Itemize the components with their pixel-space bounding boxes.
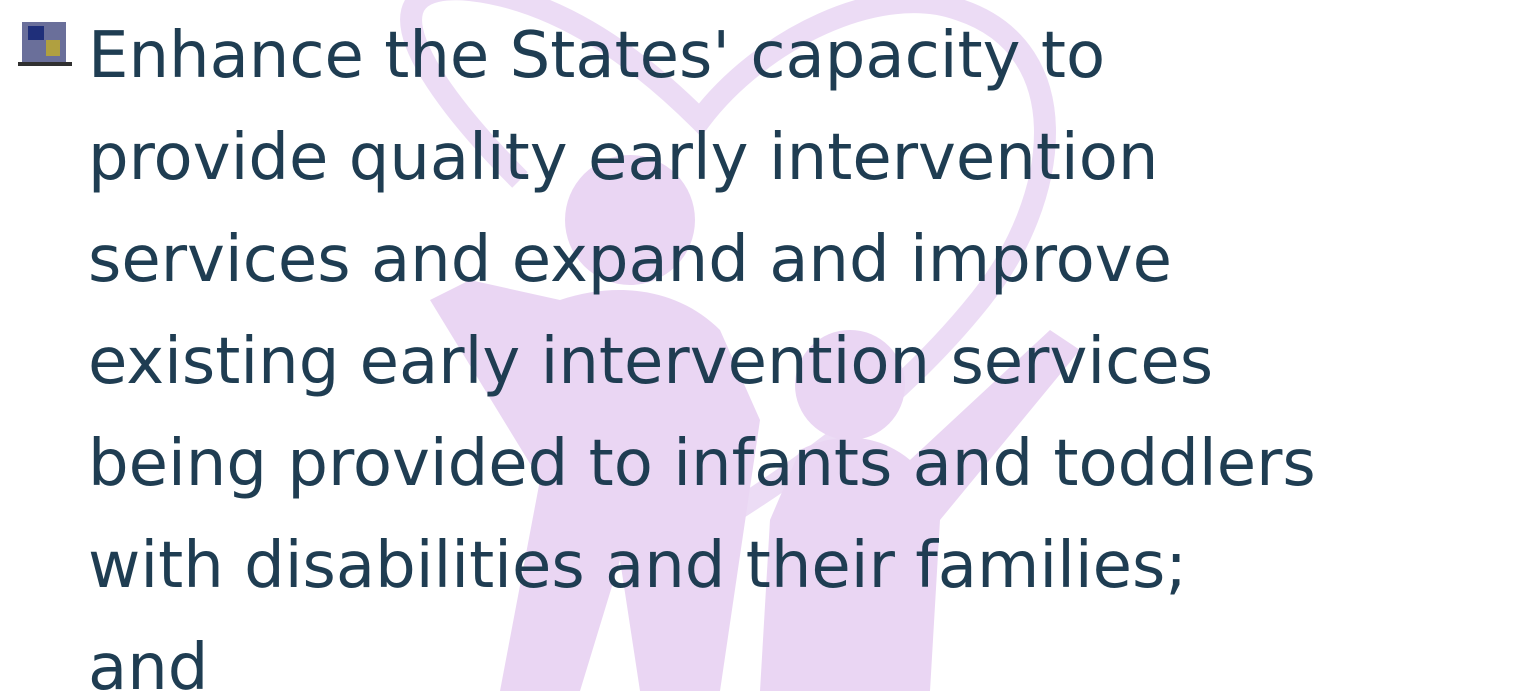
bullet-icon bbox=[18, 22, 72, 66]
text-line: being provided to infants and toddlers bbox=[88, 427, 1316, 501]
icon-square bbox=[46, 40, 60, 56]
text-line: existing early intervention services bbox=[88, 325, 1213, 399]
slide: Enhance the States' capacity to provide q… bbox=[0, 0, 1532, 691]
text-line: with disabilities and their families; bbox=[88, 529, 1187, 603]
text-line: provide quality early intervention bbox=[88, 121, 1158, 195]
page: Enhance the States' capacity to provide q… bbox=[0, 0, 1532, 691]
text-line: Enhance the States' capacity to bbox=[88, 19, 1105, 93]
text-line: services and expand and improve bbox=[88, 223, 1172, 297]
text-line: and bbox=[88, 631, 208, 691]
icon-underline bbox=[18, 62, 72, 66]
icon-square bbox=[28, 26, 44, 40]
